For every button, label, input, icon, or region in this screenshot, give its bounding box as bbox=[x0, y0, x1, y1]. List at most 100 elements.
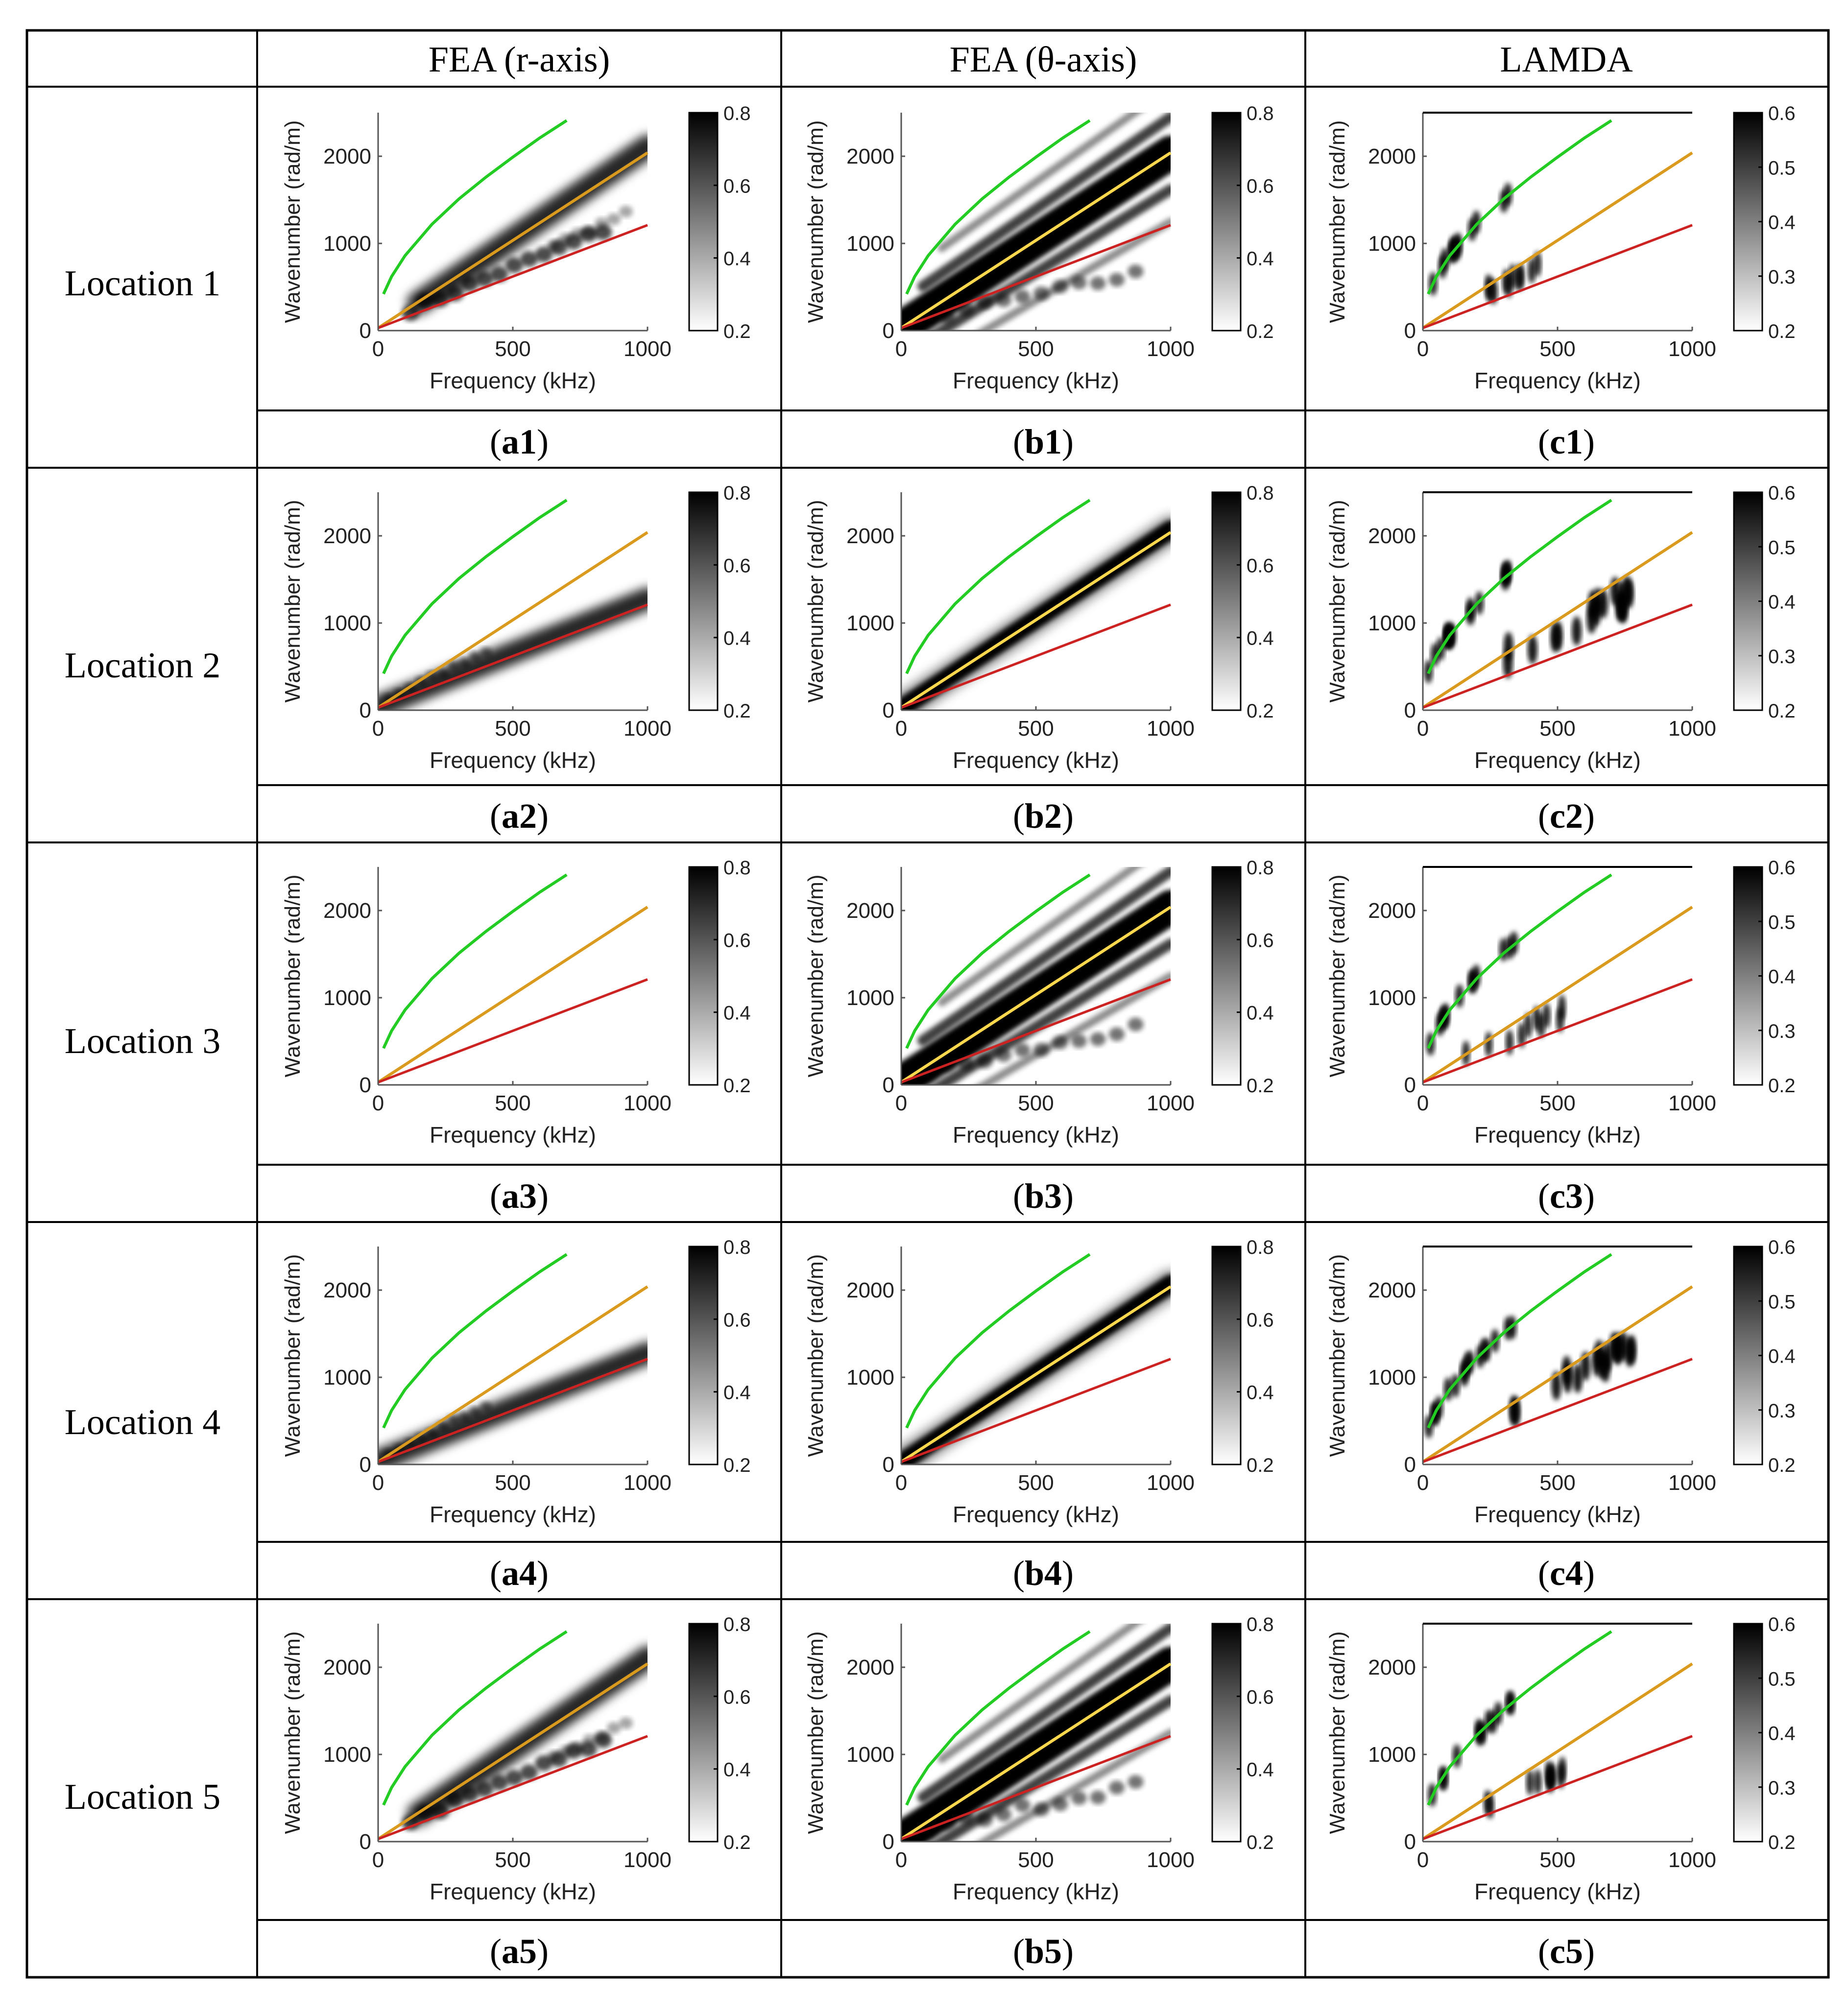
x-axis-label: Frequency (kHz) bbox=[1474, 1122, 1641, 1148]
colorbar-tick-label: 0.4 bbox=[723, 1003, 751, 1024]
colorbar-tick-label: 0.8 bbox=[723, 482, 751, 504]
x-axis-label: Frequency (kHz) bbox=[953, 1502, 1119, 1527]
orange-mode-line bbox=[377, 531, 648, 709]
heatmap-blob bbox=[480, 647, 492, 657]
chart-panel: 0 500 1000 0 1000 2000 Frequency (kHz) Wavenumb… bbox=[281, 857, 751, 1148]
x-tick-label: 1000 bbox=[1668, 717, 1716, 741]
colorbar-tick-label: 0.8 bbox=[723, 1614, 751, 1635]
colorbar-tick-label: 0.2 bbox=[1768, 700, 1796, 722]
col-header-theta-axis: FEA (θ-axis) bbox=[950, 40, 1137, 80]
heatmap-blob bbox=[1128, 1017, 1144, 1031]
panel-captions: (a1) (b1) (c1) (a2) (b2) (c2) (a3) (b3) (c3) (a4)… bbox=[490, 422, 1595, 1971]
y-tick-label: 2000 bbox=[323, 144, 371, 168]
x-tick-label: 500 bbox=[1539, 337, 1575, 361]
chart-panel: 0 500 1000 0 1000 2000 Frequency (kHz) Wavenumb… bbox=[281, 482, 751, 773]
x-tick-label: 1000 bbox=[1147, 1091, 1195, 1115]
x-tick-label: 0 bbox=[1417, 337, 1429, 361]
x-axis-label: Frequency (kHz) bbox=[430, 747, 596, 773]
heatmap-layer bbox=[1424, 560, 1634, 684]
x-tick-label: 0 bbox=[372, 337, 384, 361]
colorbar-tick-label: 0.5 bbox=[1768, 537, 1796, 558]
y-tick-label: 0 bbox=[1404, 1453, 1416, 1477]
y-tick-label: 0 bbox=[883, 1453, 894, 1477]
heatmap-blob bbox=[582, 226, 597, 238]
heatmap-blob bbox=[1109, 1027, 1125, 1041]
y-tick-label: 2000 bbox=[1368, 1278, 1416, 1302]
heatmap-blob bbox=[996, 293, 1011, 307]
x-tick-label: 1000 bbox=[1147, 717, 1195, 741]
y-tick-label: 2000 bbox=[846, 1655, 894, 1679]
x-axis-label: Frequency (kHz) bbox=[430, 1879, 596, 1904]
heatmap-blob bbox=[476, 1781, 494, 1798]
x-tick-label: 500 bbox=[1539, 1091, 1575, 1115]
y-tick-label: 0 bbox=[883, 1073, 894, 1097]
heatmap-blob bbox=[416, 1804, 434, 1821]
y-axis-label: Wavenumber (rad/m) bbox=[281, 120, 305, 323]
heatmap-layer bbox=[1427, 1691, 1566, 1819]
heatmap-blob bbox=[535, 246, 553, 263]
chart-panel: 0 500 1000 0 1000 2000 Frequency (kHz) Wavenumb… bbox=[804, 482, 1274, 773]
heatmap-blob bbox=[402, 1815, 419, 1831]
orange-mode-line bbox=[900, 1285, 1172, 1463]
heatmap-blob bbox=[558, 233, 573, 245]
x-tick-label: 0 bbox=[372, 1091, 384, 1115]
colorbar-tick-label: 0.4 bbox=[723, 628, 751, 649]
colorbar-tick-label: 0.4 bbox=[1247, 1759, 1274, 1781]
heatmap-blob bbox=[996, 1048, 1011, 1062]
heatmap-blob bbox=[1558, 1756, 1566, 1782]
y-axis-label: Wavenumber (rad/m) bbox=[804, 1254, 828, 1457]
heatmap-blob bbox=[426, 1428, 438, 1438]
colorbar-tick-label: 0.2 bbox=[1247, 1832, 1274, 1853]
colorbar-tick-label: 0.5 bbox=[1768, 1668, 1796, 1690]
colorbar-tick-label: 0.8 bbox=[723, 857, 751, 879]
heatmap-layer bbox=[378, 1342, 648, 1464]
colorbar-tick-label: 0.2 bbox=[1768, 1075, 1796, 1097]
orange-mode-line bbox=[377, 1662, 648, 1841]
x-axis-label: Frequency (kHz) bbox=[430, 1122, 596, 1148]
colorbar bbox=[1733, 1246, 1763, 1465]
chart-panel: 0 500 1000 0 1000 2000 Frequency (kHz) Wavenumb… bbox=[281, 1614, 751, 1904]
x-tick-label: 0 bbox=[372, 717, 384, 741]
x-tick-label: 0 bbox=[372, 1471, 384, 1495]
heatmap-band bbox=[378, 1342, 648, 1464]
heatmap-blob bbox=[1052, 279, 1068, 293]
colorbar-tick-label: 0.8 bbox=[723, 1237, 751, 1258]
red-mode-line bbox=[901, 224, 1171, 329]
heatmap-band bbox=[977, 1728, 1171, 1842]
colorbar-tick-label: 0.2 bbox=[1768, 1832, 1796, 1853]
red-mode-line bbox=[378, 978, 648, 1083]
x-tick-label: 1000 bbox=[624, 1471, 672, 1495]
heatmap-blob bbox=[1109, 273, 1125, 287]
colorbar-tick-label: 0.3 bbox=[1768, 1777, 1796, 1799]
colorbar-tick-label: 0.2 bbox=[723, 1455, 751, 1476]
x-tick-label: 500 bbox=[495, 1471, 530, 1495]
orange-mode-line bbox=[377, 151, 648, 330]
colorbar-tick-label: 0.2 bbox=[1247, 700, 1274, 722]
row-label-location-5: Location 5 bbox=[65, 1777, 221, 1817]
y-tick-label: 1000 bbox=[323, 1366, 371, 1390]
colorbar bbox=[1733, 1623, 1763, 1843]
green-mode-curve bbox=[1427, 1253, 1612, 1429]
row-label-location-1: Location 1 bbox=[65, 264, 221, 304]
x-tick-label: 1000 bbox=[624, 337, 672, 361]
chart-panel: 0 500 1000 0 1000 2000 Frequency (kHz) Wavenumb… bbox=[1325, 482, 1796, 773]
colorbar-tick-label: 0.4 bbox=[723, 1759, 751, 1781]
x-tick-label: 0 bbox=[895, 1091, 907, 1115]
y-tick-label: 1000 bbox=[846, 611, 894, 635]
panel-caption: (a3) bbox=[490, 1176, 549, 1216]
chart-panel: 0 500 1000 0 1000 2000 Frequency (kHz) Wavenumb… bbox=[1325, 1614, 1796, 1904]
chart-panel: 0 500 1000 0 1000 2000 Frequency (kHz) Wavenumb… bbox=[804, 857, 1274, 1148]
panel-caption: (a5) bbox=[490, 1932, 549, 1971]
heatmap-band bbox=[932, 1695, 1171, 1842]
colorbar-tick-label: 0.8 bbox=[723, 103, 751, 124]
heatmap-blob bbox=[1548, 1762, 1556, 1788]
panel-caption: (b1) bbox=[1013, 422, 1074, 461]
colorbar-tick-label: 0.3 bbox=[1768, 266, 1796, 288]
x-tick-label: 0 bbox=[895, 1471, 907, 1495]
y-axis-label: Wavenumber (rad/m) bbox=[281, 1631, 305, 1834]
colorbar bbox=[1211, 491, 1242, 711]
heatmap-blob bbox=[1090, 276, 1106, 290]
chart-panel: 0 500 1000 0 1000 2000 Frequency (kHz) Wavenumb… bbox=[1325, 103, 1796, 393]
y-axis-label: Wavenumber (rad/m) bbox=[281, 874, 305, 1077]
y-axis-label: Wavenumber (rad/m) bbox=[804, 500, 828, 702]
